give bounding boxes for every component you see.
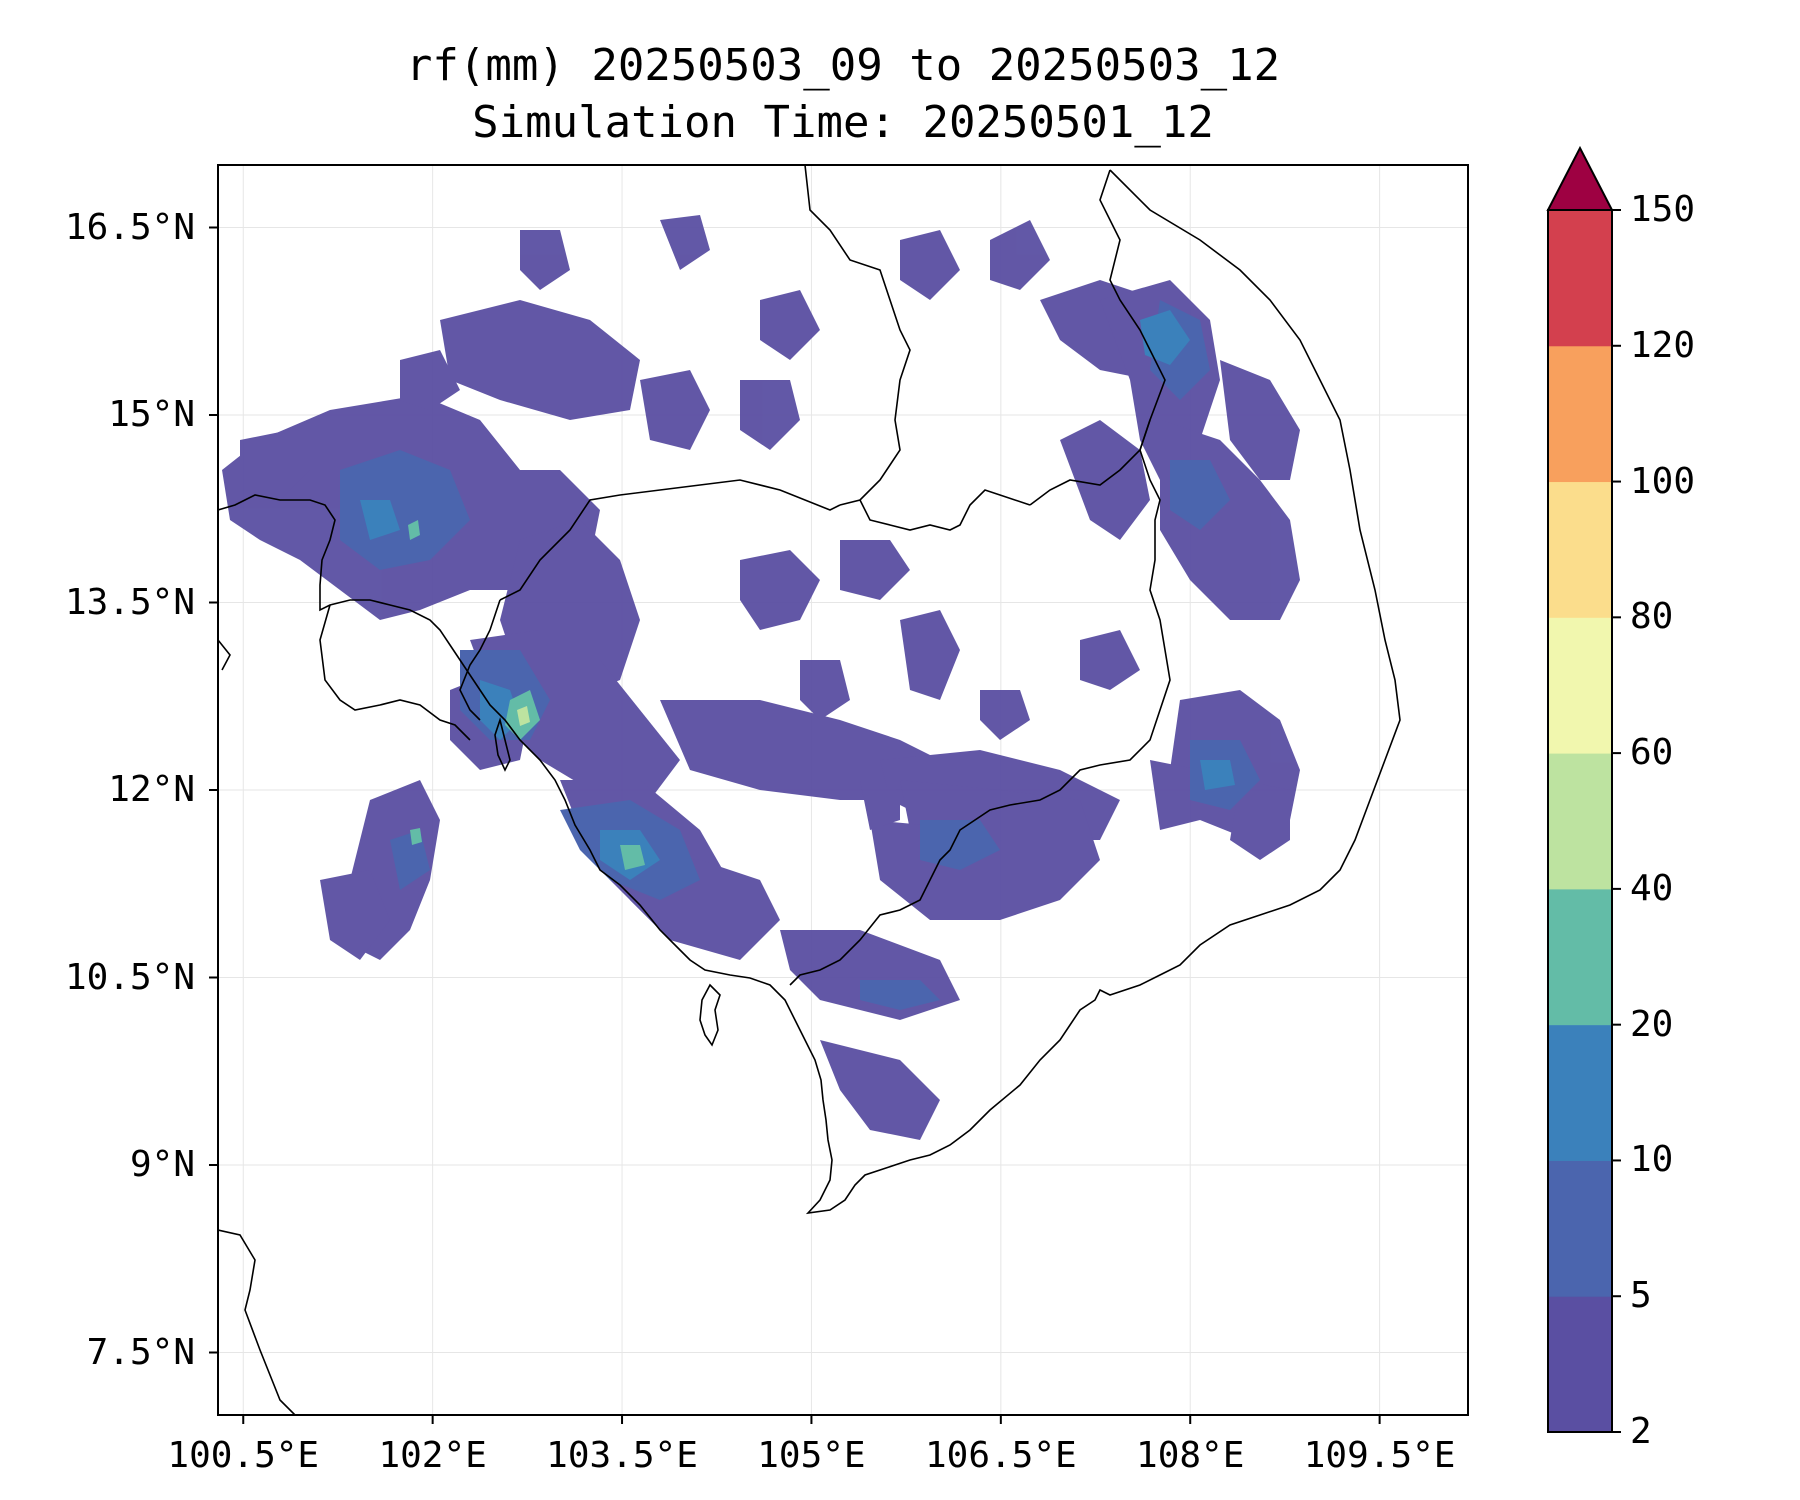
latitude-ticks <box>209 226 218 1354</box>
border-cambodia-vietnam <box>789 419 1171 986</box>
lon-tick-label: 102°E <box>378 1435 487 1476</box>
coastline <box>218 169 1401 1215</box>
chart-title-line-1: rf(mm) 20250503_09 to 20250503_12 <box>405 40 1281 91</box>
border-thailand-laos <box>499 479 841 601</box>
chart-title-line-2: Simulation Time: 20250501_12 <box>472 97 1214 148</box>
colorbar-tick-label: 2 <box>1630 1411 1652 1452</box>
colorbar-tick-label: 10 <box>1630 1139 1674 1181</box>
colorbar-segment <box>1548 753 1612 890</box>
lon-tick-label: 108°E <box>1136 1435 1245 1476</box>
island-phu-quoc <box>699 983 721 1047</box>
colorbar-segment <box>1548 210 1612 347</box>
border-interior <box>319 604 471 741</box>
border-cambodia-laos <box>859 489 1031 531</box>
rainfall-40-60mm <box>517 706 530 726</box>
rainfall-field <box>222 215 1300 1140</box>
border-laos-vietnam-south <box>1029 169 1166 506</box>
lon-tick-label: 109.5°E <box>1303 1435 1456 1476</box>
border-laos-vietnam <box>804 165 911 506</box>
colorbar-extend-arrow <box>1546 145 1614 211</box>
colorbar-segment <box>1548 617 1612 754</box>
colorbar-tick-label: 100 <box>1630 460 1696 502</box>
island-koh-kong <box>494 717 511 772</box>
border-thailand-myanmar <box>218 639 231 671</box>
colorbar-tick-label: 60 <box>1630 732 1674 774</box>
colorbar-segment <box>1548 345 1612 483</box>
colorbar-tick-label: 40 <box>1630 867 1674 909</box>
lat-tick-label: 10.5°N <box>64 956 195 998</box>
colorbar <box>1546 145 1621 1433</box>
lat-tick-label: 7.5°N <box>86 1331 195 1373</box>
longitude-ticks <box>242 1415 1381 1424</box>
colorbar-segment <box>1548 481 1612 618</box>
border-thailand-cambodia <box>459 599 501 721</box>
colorbar-frame <box>1547 209 1613 1433</box>
lon-tick-label: 105°E <box>757 1435 866 1476</box>
lat-tick-label: 13.5°N <box>64 581 195 623</box>
colorbar-segment <box>1548 1296 1612 1433</box>
colorbar-segment <box>1548 888 1612 1026</box>
colorbar-tick-label: 80 <box>1630 596 1674 638</box>
thailand-west-coast <box>218 1229 296 1415</box>
colorbar-tick-label: 20 <box>1630 1003 1674 1045</box>
colorbar-tick-label: 120 <box>1630 324 1696 366</box>
lat-tick-label: 12°N <box>108 769 195 810</box>
lat-tick-label: 9°N <box>129 1144 195 1185</box>
lon-tick-label: 100.5°E <box>167 1435 320 1476</box>
colorbar-tick-label: 150 <box>1630 189 1696 230</box>
colorbar-segment <box>1548 1024 1612 1161</box>
colorbar-segment <box>1548 1160 1612 1297</box>
lon-tick-label: 106.5°E <box>924 1435 1077 1476</box>
lat-tick-label: 15°N <box>108 394 195 435</box>
lat-tick-label: 16.5°N <box>64 206 195 248</box>
colorbar-tick-label: 5 <box>1630 1275 1652 1317</box>
map-outlines <box>218 165 1401 1415</box>
lon-tick-label: 103.5°E <box>546 1435 698 1476</box>
